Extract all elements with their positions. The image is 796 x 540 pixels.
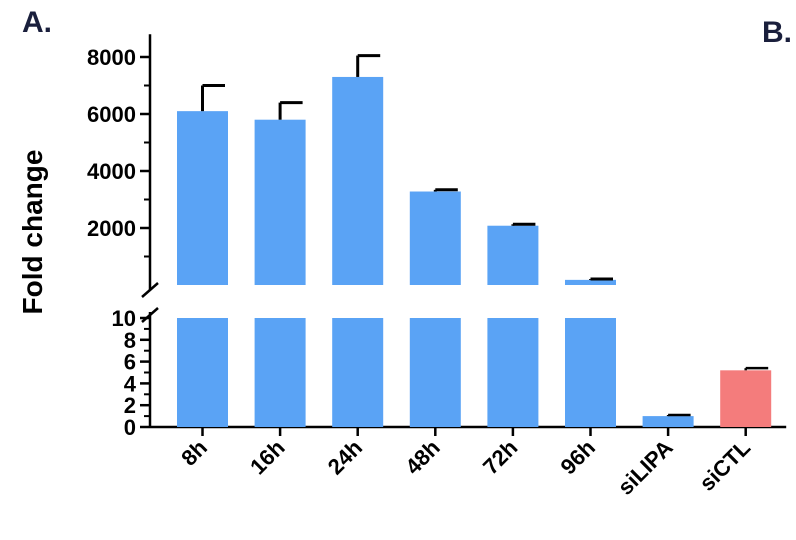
x-tick-label-siLIPA: siLIPA	[613, 435, 678, 500]
axis-break-mark-upper	[141, 282, 159, 298]
x-tick-label-48h: 48h	[400, 435, 444, 479]
bar-upper-96h	[565, 279, 616, 285]
y-tick-label-lower: 2	[124, 393, 136, 418]
y-tick-label-lower: 0	[124, 415, 136, 440]
x-tick-label-24h: 24h	[323, 435, 367, 479]
x-tick-label-8h: 8h	[176, 435, 212, 471]
y-tick-label-upper: 6000	[87, 102, 136, 127]
axis-break-mark-lower	[141, 307, 159, 323]
bar-lower-48h	[409, 318, 461, 427]
y-tick-label-lower: 6	[124, 350, 136, 375]
bar-lower-8h	[177, 318, 228, 427]
panel-label-a: A.	[22, 6, 52, 39]
y-tick-label-lower: 10	[112, 306, 136, 331]
bar-lower-96h	[565, 318, 616, 427]
y-tick-label-upper: 4000	[87, 159, 136, 184]
bar-lower-16h	[254, 318, 306, 427]
bar-siLIPA	[642, 416, 694, 427]
y-axis-title: Fold change	[17, 150, 48, 315]
x-tick-label-16h: 16h	[245, 435, 289, 479]
y-tick-label-lower: 4	[124, 371, 137, 396]
y-tick-label-upper: 8000	[87, 45, 136, 70]
y-tick-label-upper: 2000	[87, 216, 136, 241]
bar-upper-72h	[487, 225, 539, 285]
x-tick-label-siCTL: siCTL	[694, 435, 755, 496]
bar-lower-24h	[332, 318, 384, 427]
bar-siCTL	[720, 370, 772, 427]
panel-label-b: B.	[762, 16, 792, 49]
x-tick-label-72h: 72h	[478, 435, 522, 479]
bar-upper-48h	[409, 191, 461, 285]
x-tick-label-96h: 96h	[556, 435, 600, 479]
y-tick-label-lower: 8	[124, 328, 136, 353]
bar-lower-72h	[487, 318, 539, 427]
bar-upper-16h	[254, 119, 306, 285]
bar-upper-24h	[332, 76, 384, 285]
bar-upper-8h	[177, 111, 228, 286]
